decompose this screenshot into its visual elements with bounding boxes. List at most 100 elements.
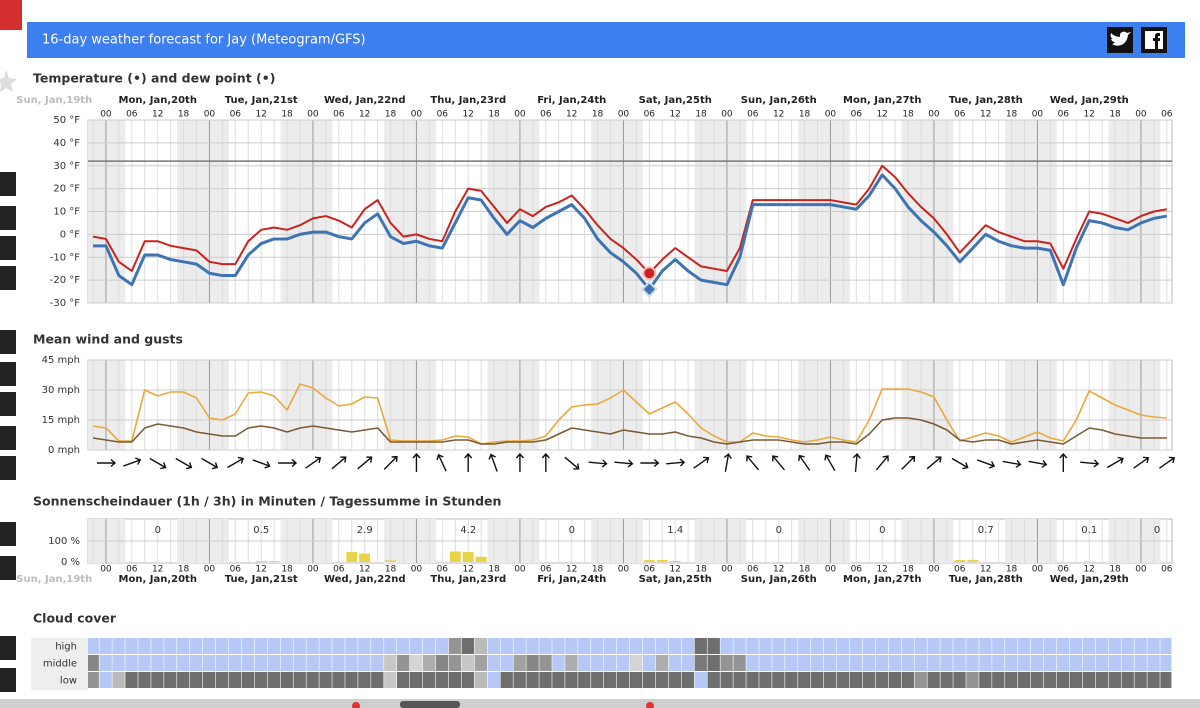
cloud-cell	[849, 672, 863, 688]
cloud-cell	[914, 672, 927, 688]
sunshine-bar	[967, 559, 979, 562]
cloud-cell	[992, 638, 1005, 654]
wind-arrow	[412, 452, 421, 472]
cloud-cell	[422, 638, 436, 654]
hour-label: 12	[773, 110, 784, 120]
cloud-cell	[138, 638, 151, 654]
cloud-cell	[293, 638, 306, 654]
wind-arrow	[723, 453, 732, 472]
cloud-cell	[823, 672, 837, 688]
cloud-cell	[474, 655, 487, 671]
y-tick-label: -20 °F	[50, 275, 81, 286]
cloud-cell	[798, 655, 811, 671]
hour-label: 12	[1083, 110, 1094, 120]
cloud-cell	[849, 655, 863, 671]
cloud-cell	[164, 672, 177, 688]
hour-label: 06	[230, 565, 242, 575]
hour-label: 00	[307, 110, 319, 120]
cloud-cell	[151, 655, 164, 671]
day-label: Sat, Jan,25th	[639, 95, 712, 106]
section-title: Mean wind and gusts	[33, 332, 183, 347]
cloud-cell	[138, 672, 151, 688]
sunshine-bar	[359, 553, 371, 562]
cloud-cell	[1147, 655, 1160, 671]
cloud-cell	[927, 638, 940, 654]
cloud-cell	[565, 655, 578, 671]
y-tick-label: 0 °F	[60, 229, 81, 240]
cloud-cell	[616, 672, 630, 688]
hour-label: 00	[514, 565, 526, 575]
hour-label: 06	[851, 565, 863, 575]
cloud-cell	[1095, 672, 1108, 688]
cloud-cell	[655, 638, 669, 654]
cloud-cell	[397, 655, 410, 671]
cloud-cell	[629, 655, 643, 671]
cloud-cell	[1056, 638, 1070, 654]
wind-arrow	[383, 455, 398, 470]
cloud-cell	[707, 655, 720, 671]
wind-arrow	[278, 458, 298, 468]
cloud-cell	[591, 672, 604, 688]
cloud-cell	[539, 655, 552, 671]
cloud-cell	[138, 655, 151, 671]
cloud-cell	[862, 672, 876, 688]
cloud-cell	[668, 655, 682, 671]
hour-label: 00	[825, 565, 837, 575]
wind-arrow	[331, 456, 347, 470]
cloud-cell	[966, 655, 979, 671]
cloud-cell	[927, 655, 940, 671]
wind-arrow	[436, 453, 447, 472]
cloud-cell	[888, 672, 901, 688]
y-tick-label: 0 %	[61, 557, 80, 568]
hour-label: 18	[1006, 565, 1018, 575]
hour-label: 06	[851, 110, 863, 120]
y-tick-label: 20 °F	[53, 184, 80, 195]
wind-arrow	[1106, 456, 1124, 469]
cloud-cell	[733, 672, 746, 688]
cloud-cell	[461, 672, 475, 688]
cloud-cell	[228, 672, 242, 688]
cloud-cell	[616, 638, 630, 654]
cloud-cell	[358, 638, 371, 654]
hour-label: 06	[1058, 565, 1070, 575]
hour-label: 18	[1109, 565, 1121, 575]
cloud-cell	[681, 638, 694, 654]
wind-arrow	[926, 456, 942, 470]
hour-label: 12	[359, 565, 370, 575]
hour-label: 18	[695, 110, 707, 120]
hour-label: 18	[799, 110, 811, 120]
cloud-cell	[707, 638, 720, 654]
cloud-cell	[694, 638, 707, 654]
cloud-cell	[772, 655, 785, 671]
min-marker	[642, 266, 657, 281]
day-label: Thu, Jan,23rd	[430, 574, 506, 585]
hour-label: 12	[980, 110, 991, 120]
hour-label: 00	[1135, 110, 1147, 120]
wind-arrow	[564, 456, 580, 470]
y-tick-label: 30 mph	[42, 385, 80, 396]
cloud-cell	[112, 672, 125, 688]
cloud-cell	[953, 638, 966, 654]
cloud-cell	[1082, 638, 1096, 654]
cloud-cell	[694, 672, 707, 688]
wind-arrow	[693, 456, 710, 469]
hour-label: 12	[876, 110, 887, 120]
wind-arrow	[305, 456, 322, 469]
cloud-cell	[720, 655, 733, 671]
cloud-cell	[836, 655, 850, 671]
day-label: Sun, Jan,26th	[741, 574, 817, 585]
hour-label: 06	[437, 110, 449, 120]
hour-label: 06	[333, 565, 345, 575]
cloud-cell	[526, 638, 539, 654]
cloud-cell	[422, 655, 436, 671]
sunshine-bar	[255, 561, 267, 562]
wind-arrow	[798, 454, 811, 471]
cloud-cell	[151, 638, 164, 654]
cloud-cell	[448, 655, 462, 671]
cloud-cell	[409, 655, 423, 671]
cloud-cell	[578, 655, 591, 671]
cloud-cell	[785, 638, 798, 654]
hour-label: 18	[902, 565, 914, 575]
cloud-cell	[811, 655, 824, 671]
wind-arrow	[1133, 456, 1150, 469]
